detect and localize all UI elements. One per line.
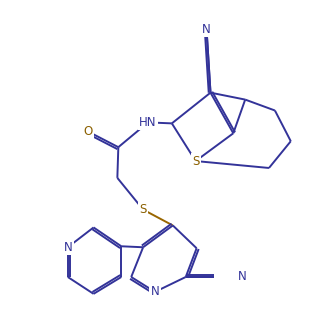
Text: N: N bbox=[202, 23, 211, 36]
Text: S: S bbox=[192, 155, 199, 167]
Text: N: N bbox=[151, 285, 159, 298]
Text: N: N bbox=[238, 270, 247, 283]
Text: N: N bbox=[63, 241, 72, 254]
Text: S: S bbox=[139, 203, 147, 216]
Text: HN: HN bbox=[139, 116, 157, 129]
Text: O: O bbox=[83, 125, 92, 138]
